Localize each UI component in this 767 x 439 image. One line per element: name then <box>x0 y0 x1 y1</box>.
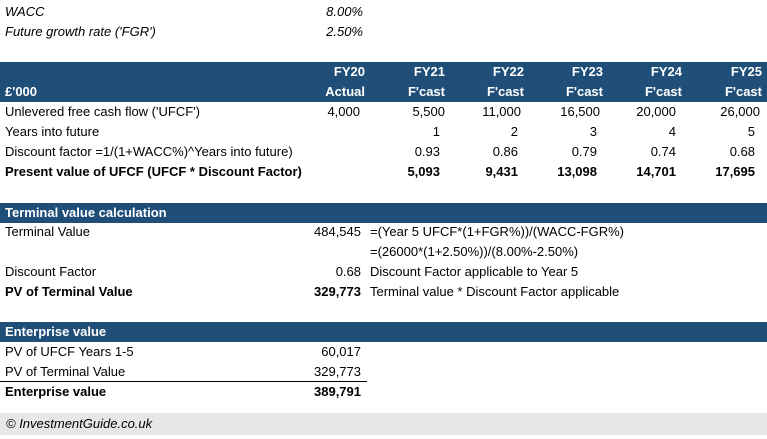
year-header: FY24 <box>650 64 682 79</box>
wacc-value: 8.00% <box>326 4 363 19</box>
pv-terminal-label: PV of Terminal Value <box>5 284 133 299</box>
row-label: Unlevered free cash flow ('UFCF') <box>5 104 200 119</box>
row-value: 13,098 <box>557 164 597 179</box>
row-value: 0.79 <box>571 144 597 159</box>
wacc-row: WACC 8.00% <box>0 2 767 22</box>
year-type: F'cast <box>724 84 762 99</box>
year-type: Actual <box>325 84 365 99</box>
pv-terminal-note: Terminal value * Discount Factor applica… <box>370 284 620 299</box>
table-row: Discount factor =1/(1+WACC%)^Years into … <box>0 142 767 162</box>
row-value: 0.68 <box>729 144 755 159</box>
year-type: F'cast <box>565 84 603 99</box>
ev-total-label: Enterprise value <box>5 384 107 399</box>
row-label: Years into future <box>5 124 100 139</box>
ev-row-label: PV of UFCF Years 1-5 <box>5 344 134 359</box>
table-row: Years into future 1 2 3 4 5 <box>0 122 767 142</box>
row-value: 3 <box>589 124 597 139</box>
terminal-formula-numeric: =(26000*(1+2.50%))/(8.00%-2.50%) <box>370 244 579 259</box>
ev-row-value: 60,017 <box>321 344 361 359</box>
section-title: Enterprise value <box>5 324 107 339</box>
fgr-label: Future growth rate ('FGR') <box>5 24 156 39</box>
wacc-label: WACC <box>5 4 45 19</box>
row-value: 2 <box>510 124 518 139</box>
ev-row-value: 329,773 <box>314 364 361 379</box>
ev-header: Enterprise value <box>0 322 767 342</box>
terminal-value-row: Terminal Value 484,545 =(Year 5 UFCF*(1+… <box>0 222 767 242</box>
footer: © InvestmentGuide.co.uk <box>0 413 767 435</box>
row-value: 0.74 <box>650 144 676 159</box>
row-value: 11,000 <box>482 104 521 119</box>
year-header: FY25 <box>730 64 762 79</box>
total-divider <box>0 381 367 382</box>
year-type: F'cast <box>407 84 445 99</box>
copyright-text: © InvestmentGuide.co.uk <box>6 416 153 431</box>
terminal-formula: =(Year 5 UFCF*(1+FGR%))/(WACC-FGR%) <box>370 224 625 239</box>
table-row: Present value of UFCF (UFCF * Discount F… <box>0 162 767 182</box>
row-value: 0.93 <box>414 144 440 159</box>
row-value: 14,701 <box>636 164 676 179</box>
ev-total-value: 389,791 <box>314 384 361 399</box>
discount-factor-row: Discount Factor 0.68 Discount Factor app… <box>0 262 767 282</box>
terminal-value-label: Terminal Value <box>5 224 91 239</box>
row-label: Discount factor =1/(1+WACC%)^Years into … <box>5 144 293 159</box>
row-value: 26,000 <box>720 104 760 119</box>
discount-factor-value: 0.68 <box>335 264 361 279</box>
year-type: F'cast <box>644 84 682 99</box>
ev-row: PV of UFCF Years 1-5 60,017 <box>0 342 767 362</box>
section-title: Terminal value calculation <box>5 205 167 220</box>
pv-terminal-value: 329,773 <box>314 284 361 299</box>
year-header: FY23 <box>571 64 603 79</box>
row-value: 20,000 <box>636 104 676 119</box>
ev-total-row: Enterprise value 389,791 <box>0 382 767 402</box>
row-value: 9,431 <box>485 164 518 179</box>
terminal-formula-row: =(26000*(1+2.50%))/(8.00%-2.50%) <box>0 242 767 262</box>
row-value: 5 <box>747 124 755 139</box>
terminal-header: Terminal value calculation <box>0 203 767 223</box>
row-value: 0.86 <box>492 144 518 159</box>
fgr-value: 2.50% <box>326 24 363 39</box>
year-type: F'cast <box>486 84 524 99</box>
year-header: FY21 <box>413 64 445 79</box>
row-value: 17,695 <box>715 164 755 179</box>
year-header: FY22 <box>492 64 524 79</box>
dcf-header: £'000 FY20 FY21 FY22 FY23 FY24 FY25 Actu… <box>0 62 767 102</box>
discount-factor-note: Discount Factor applicable to Year 5 <box>370 264 579 279</box>
fgr-row: Future growth rate ('FGR') 2.50% <box>0 22 767 42</box>
row-value: 5,093 <box>407 164 440 179</box>
row-value: 4,000 <box>327 104 360 119</box>
ev-row: PV of Terminal Value 329,773 <box>0 362 767 382</box>
discount-factor-label: Discount Factor <box>5 264 97 279</box>
row-value: 5,500 <box>412 104 445 119</box>
row-value: 16,500 <box>560 104 600 119</box>
unit-label: £'000 <box>5 84 38 99</box>
row-value: 4 <box>668 124 676 139</box>
row-value: 1 <box>432 124 440 139</box>
terminal-value: 484,545 <box>314 224 361 239</box>
pv-terminal-row: PV of Terminal Value 329,773 Terminal va… <box>0 282 767 302</box>
table-row: Unlevered free cash flow ('UFCF') 4,000 … <box>0 102 767 122</box>
row-label: Present value of UFCF (UFCF * Discount F… <box>5 164 302 179</box>
year-header: FY20 <box>333 64 365 79</box>
ev-row-label: PV of Terminal Value <box>5 364 126 379</box>
